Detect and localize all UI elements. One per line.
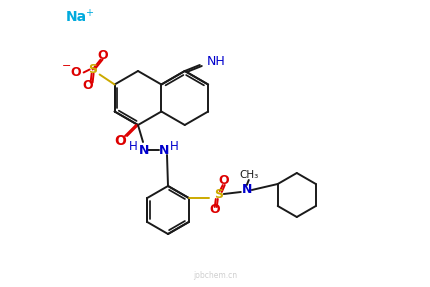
Text: O: O xyxy=(70,66,81,79)
Text: O: O xyxy=(82,79,93,92)
Text: S: S xyxy=(88,63,97,76)
Text: H: H xyxy=(128,141,137,154)
Text: CH₃: CH₃ xyxy=(239,170,258,180)
Text: Na: Na xyxy=(66,10,87,24)
Text: O: O xyxy=(114,134,126,148)
Text: N: N xyxy=(138,144,149,156)
Text: O: O xyxy=(218,174,229,187)
Text: S: S xyxy=(214,189,223,201)
Text: +: + xyxy=(85,8,93,18)
Text: −: − xyxy=(62,61,71,71)
Text: jobchem.cn: jobchem.cn xyxy=(193,271,237,280)
Text: NH: NH xyxy=(206,55,225,67)
Text: N: N xyxy=(241,183,252,197)
Text: H: H xyxy=(169,141,178,154)
Text: N: N xyxy=(158,144,169,156)
Text: O: O xyxy=(97,49,108,62)
Text: O: O xyxy=(209,203,220,216)
